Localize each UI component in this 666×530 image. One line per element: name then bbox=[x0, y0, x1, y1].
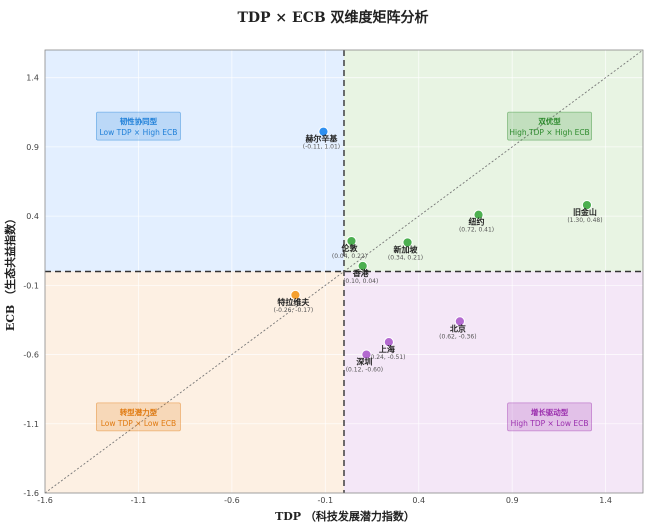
y-tick-label: -1.6 bbox=[23, 489, 39, 498]
data-point-1 bbox=[581, 199, 593, 211]
point-label-9: 深圳 bbox=[356, 357, 372, 367]
plot-frame bbox=[44, 49, 644, 494]
point-coord-8: (0.24, -0.51) bbox=[368, 354, 405, 361]
point-label-8: 上海 bbox=[379, 344, 395, 354]
point-label-0: 赫尔辛基 bbox=[305, 134, 338, 144]
quadrant-desc-2: Low TDP × Low ECB bbox=[101, 419, 176, 428]
x-axis-title: TDP （科技发展潜力指数） bbox=[275, 509, 415, 523]
point-label-4: 新加坡 bbox=[394, 244, 419, 254]
data-point-5 bbox=[357, 260, 368, 272]
x-tick-label: 0.4 bbox=[412, 496, 425, 505]
point-coord-6: (-0.26, -0.17) bbox=[274, 307, 314, 314]
x-tick-label: -0.6 bbox=[224, 496, 240, 505]
data-point-0 bbox=[318, 126, 329, 137]
point-coord-0: (-0.11, 1.01) bbox=[303, 144, 340, 151]
data-point-6 bbox=[290, 289, 301, 301]
quadrant-name-3: 增长驱动型 bbox=[531, 407, 569, 417]
quadrant-bg-bottom-right bbox=[344, 271, 643, 493]
x-tick-label: 0.9 bbox=[506, 496, 519, 505]
y-tick-label: 1.4 bbox=[26, 74, 39, 83]
x-tick-label: 1.4 bbox=[599, 496, 612, 505]
point-label-7: 北京 bbox=[450, 323, 466, 333]
quadrant-bg-bottom-left bbox=[45, 271, 344, 493]
x-tick-label: -1.1 bbox=[131, 496, 147, 505]
point-label-2: 纽约 bbox=[469, 217, 485, 227]
point-coord-4: (0.34, 0.21) bbox=[388, 254, 423, 261]
data-point-3 bbox=[346, 235, 357, 247]
quadrant-label-box-1 bbox=[507, 111, 592, 141]
y-axis-title: ECB （生态共益指数） bbox=[3, 213, 17, 331]
data-point-9 bbox=[361, 349, 372, 360]
point-label-6: 特拉维夫 bbox=[277, 297, 310, 307]
quadrant-name-0: 韧性协同型 bbox=[120, 116, 158, 126]
point-coord-3: (0.04, 0.22) bbox=[332, 253, 367, 260]
quadrant-name-1: 双优型 bbox=[538, 116, 561, 126]
y-tick-label: -0.6 bbox=[23, 351, 39, 360]
point-coord-7: (0.62, -0.36) bbox=[439, 333, 476, 340]
point-coord-2: (0.72, 0.41) bbox=[459, 227, 494, 234]
y-tick-label: 0.9 bbox=[26, 143, 39, 152]
x-tick-label: -1.6 bbox=[37, 496, 53, 505]
quadrant-bg-top-left bbox=[45, 50, 344, 272]
quadrant-label-box-2 bbox=[96, 402, 181, 432]
quadrant-name-2: 转型潜力型 bbox=[120, 407, 158, 417]
point-coord-9: (0.12, -0.60) bbox=[346, 367, 383, 374]
x-tick-label: -0.1 bbox=[318, 496, 334, 505]
quadrant-label-box-3 bbox=[507, 402, 592, 432]
point-coord-1: (1.30, 0.48) bbox=[567, 217, 602, 224]
data-point-8 bbox=[383, 337, 394, 348]
data-point-2 bbox=[473, 209, 484, 220]
data-point-7 bbox=[454, 316, 465, 327]
quadrant-desc-1: High TDP × High ECB bbox=[509, 128, 589, 137]
chart-title: TDP × ECB 双维度矩阵分析 bbox=[237, 9, 428, 26]
point-label-1: 旧金山 bbox=[573, 207, 597, 217]
point-label-5: 香港 bbox=[352, 268, 370, 278]
data-point-4 bbox=[402, 237, 413, 248]
quadrant-desc-0: Low TDP × High ECB bbox=[100, 128, 178, 137]
point-label-3: 伦敦 bbox=[341, 243, 358, 253]
y-tick-label: 0.4 bbox=[26, 212, 39, 221]
quadrant-bg-top-right bbox=[344, 50, 643, 272]
quadrant-label-box-0 bbox=[96, 111, 181, 141]
y-tick-label: -0.1 bbox=[23, 281, 39, 290]
quadrant-desc-3: High TDP × Low ECB bbox=[511, 419, 589, 428]
point-coord-5: (0.10, 0.04) bbox=[343, 278, 378, 285]
y-tick-label: -1.1 bbox=[23, 420, 39, 429]
